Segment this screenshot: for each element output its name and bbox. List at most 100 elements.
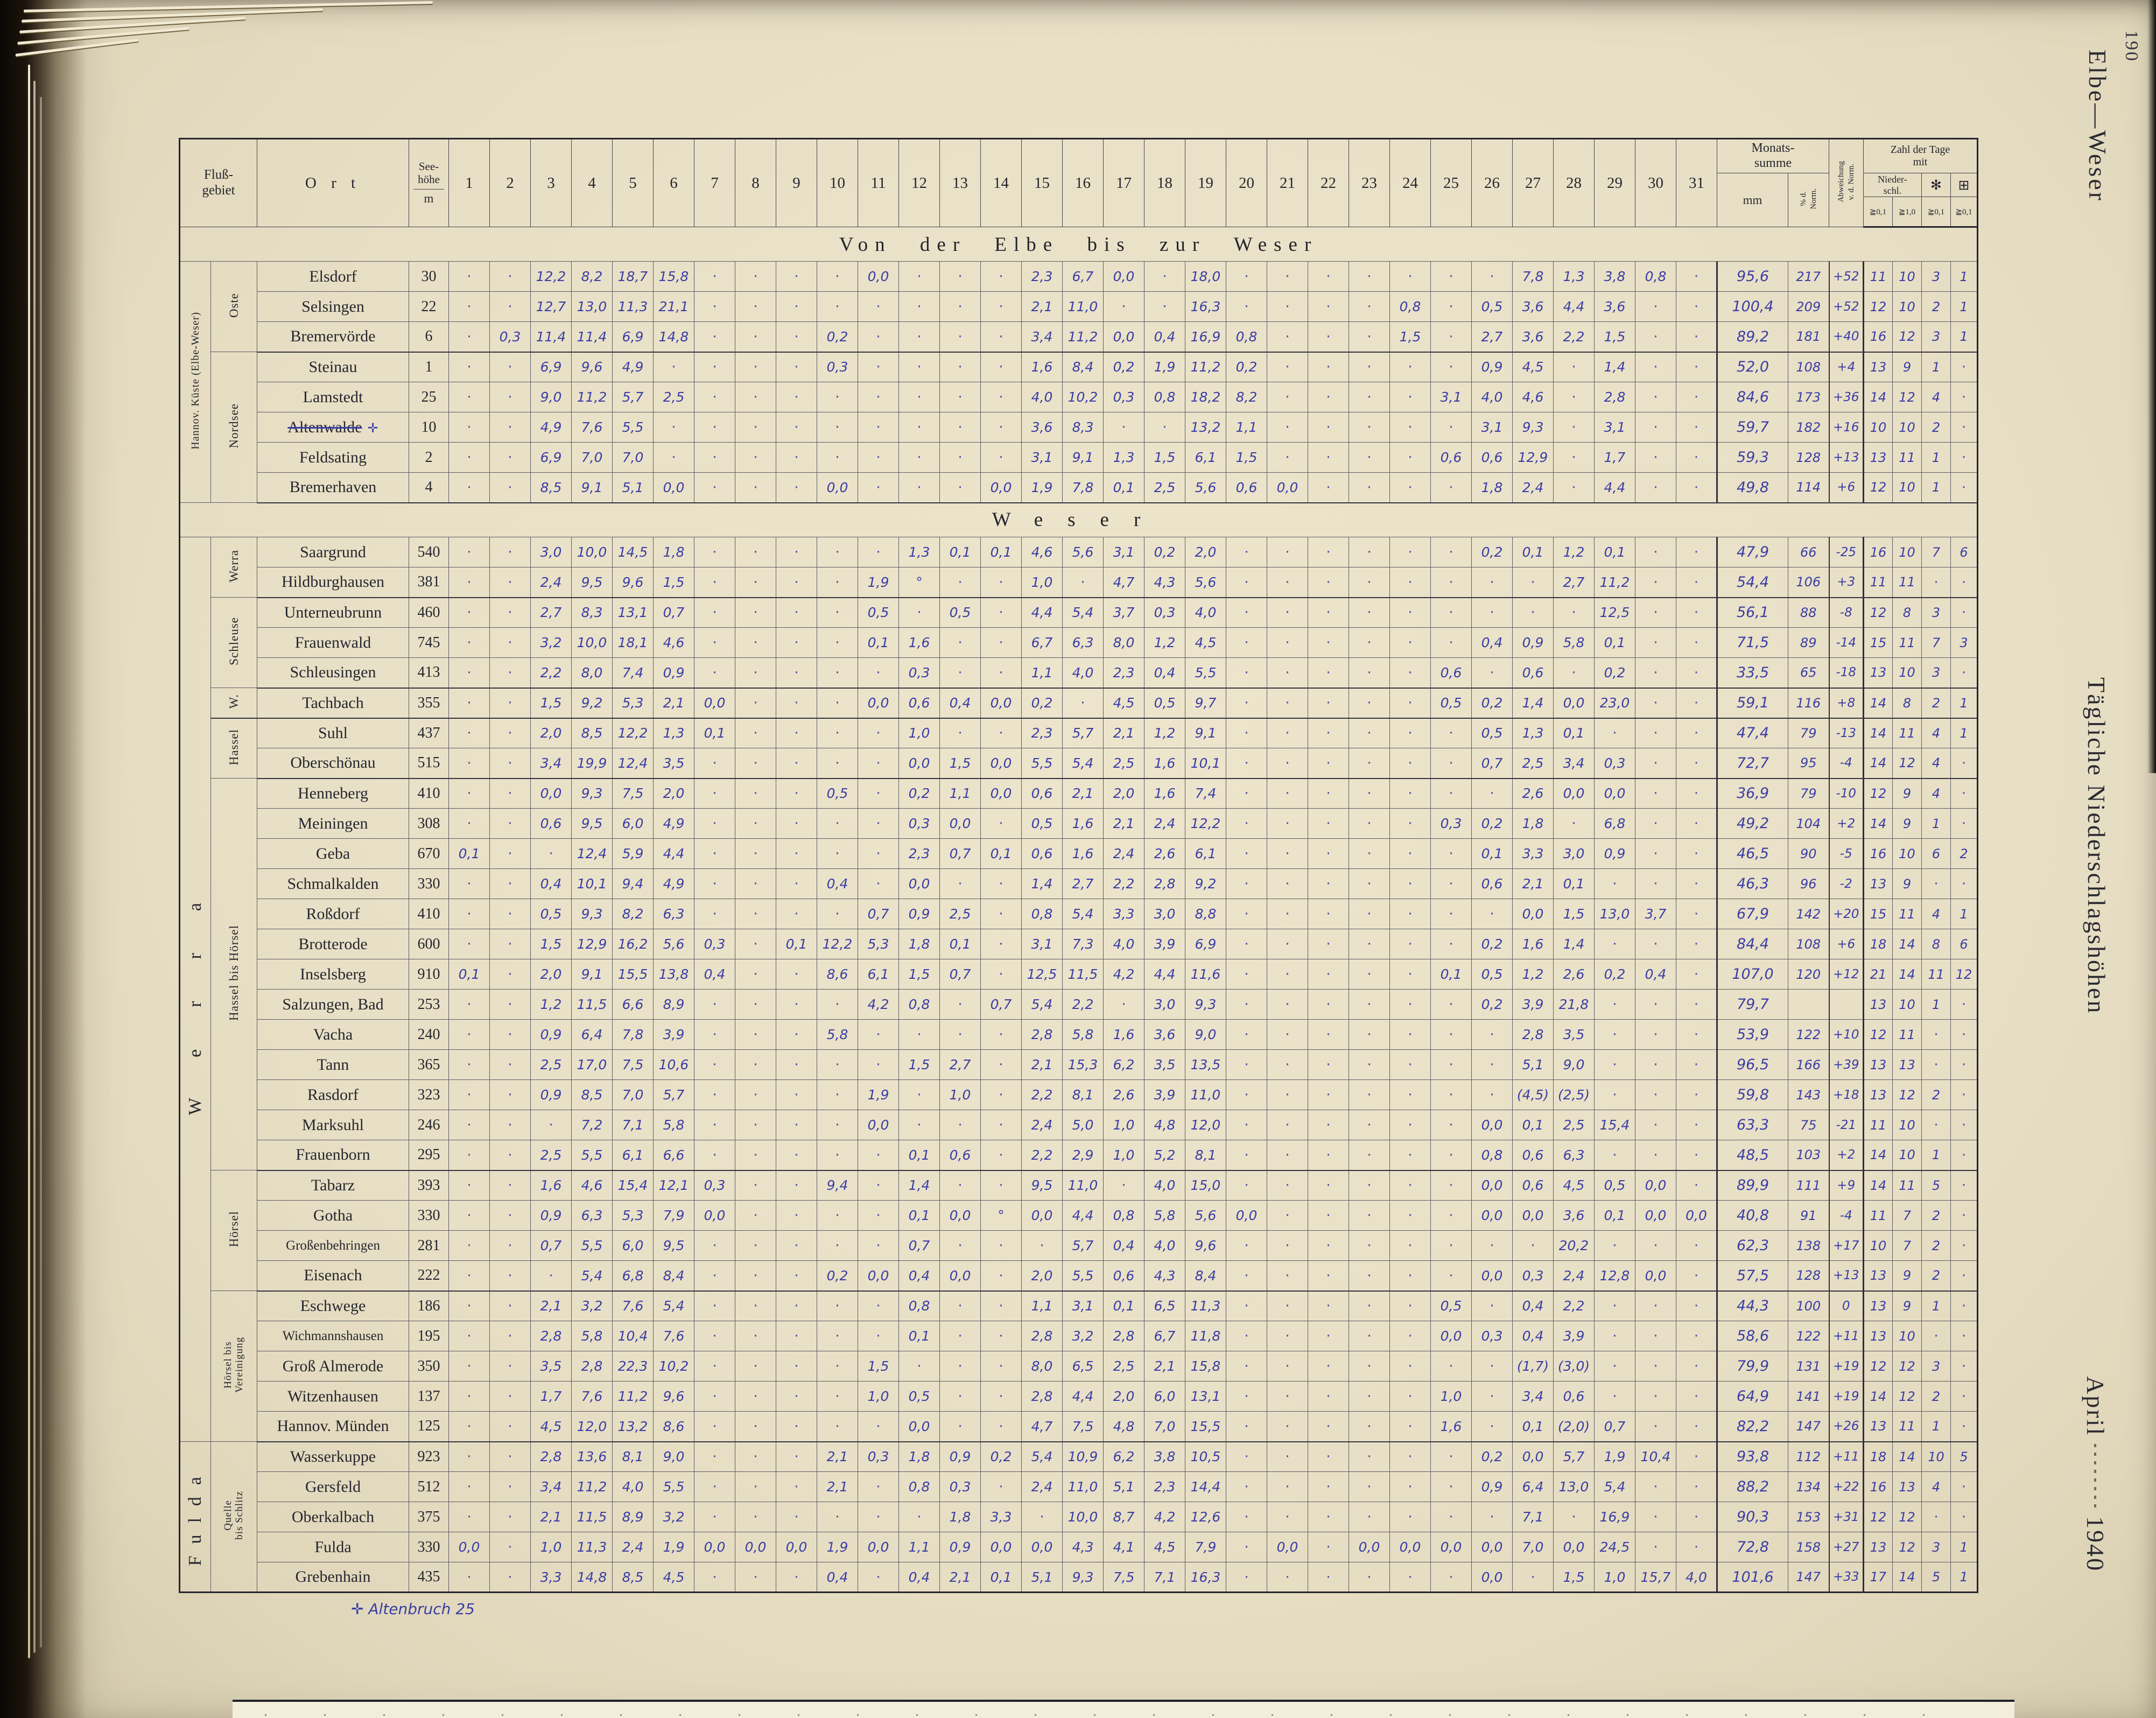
percent-of-norm: 106 [1788,567,1829,598]
day-value: 0,0 [1512,1441,1554,1472]
day-value: 0,6 [1512,1140,1554,1171]
day-value: · [1267,1441,1308,1472]
deviation-from-norm: +11 [1828,1321,1864,1351]
day-value: · [1471,1411,1513,1442]
day-value: · [694,778,735,809]
day-value: · [1308,1230,1349,1261]
day-value: · [1389,989,1431,1020]
day-value: · [489,1321,531,1351]
precip-day-count-2: 4 [1921,382,1951,412]
day-value: 2,1 [817,1441,858,1472]
day-value: 1,0 [1103,1140,1144,1171]
day-value: · [1635,627,1676,658]
station-name: Marksuhl [257,1110,409,1140]
day-value: · [1676,1351,1717,1382]
day-value: 1,7 [1594,442,1635,473]
percent-of-norm: 79 [1788,718,1829,748]
day-value: 2,0 [1103,778,1144,809]
day-value: 12,2 [817,929,858,959]
precip-day-count-1: 10 [1892,657,1922,689]
day-value: · [1267,1260,1308,1292]
day-value: 1,6 [1144,748,1185,779]
precip-day-count-0: 17 [1863,1562,1893,1593]
precip-day-count-3: · [1950,1079,1978,1110]
station-name: Elsdorf [257,261,409,292]
day-value: · [1308,1502,1349,1532]
day-value: · [980,1110,1022,1140]
day-value: 2,9 [1062,1140,1104,1171]
day-value: · [1308,291,1349,322]
day-value: 0,3 [858,1441,899,1472]
day-value: · [1267,1170,1308,1201]
precip-day-count-2: 3 [1921,657,1951,689]
precip-day-count-3: · [1950,1411,1978,1442]
day-value: · [1308,929,1349,959]
deviation-from-norm: -25 [1828,537,1864,567]
precip-day-count-3: 1 [1950,1532,1978,1562]
day-value: 5,8 [1553,627,1595,658]
day-value: 0,9 [939,1532,981,1562]
station-row: Marksuhl 246 · · · 7,2 7,1 5,8 · · · · 0,0 · · · 2,4 5,0 1… [180,1110,1978,1140]
page-edge [33,81,36,1653]
day-value: · [1308,412,1349,443]
day-value: · [1267,382,1308,412]
day-value: 3,5 [1553,1019,1595,1050]
day-value: 9,0 [530,382,572,412]
precip-day-count-1: 10 [1892,1140,1922,1171]
day-value: · [1389,1110,1431,1140]
day-value: 0,9 [939,1441,981,1472]
day-value: 0,0 [1267,472,1308,503]
precip-day-count-2: 1 [1921,989,1951,1020]
station-name: Schmalkalden [257,868,409,899]
day-value: 9,0 [1185,1019,1226,1050]
day-value: 0,0 [1471,1562,1513,1593]
day-value: · [939,261,981,292]
day-value: 9,1 [571,472,613,503]
day-value: · [776,1079,817,1110]
day-value: · [1553,412,1595,443]
day-value: 5,6 [1185,472,1226,503]
deviation-from-norm: +2 [1828,808,1864,839]
day-value: · [489,1140,531,1171]
day-value: · [448,442,490,473]
day-value: 9,3 [571,899,613,929]
day-value: 24,5 [1594,1532,1635,1562]
precip-day-count-1: 8 [1892,597,1922,628]
day-value: · [489,1411,531,1442]
day-value: · [1267,1140,1308,1171]
day-value: · [817,261,858,292]
day-value: · [489,1170,531,1201]
day-value: 0,3 [1430,808,1472,839]
precip-day-count-2: 7 [1921,627,1951,658]
header-seehoehe: See-höhe m [409,138,449,227]
day-value: 0,9 [1471,1471,1513,1502]
day-value: 4,5 [1103,688,1144,719]
precip-day-count-1: 12 [1892,1502,1922,1532]
precip-day-count-3: · [1950,1502,1978,1532]
percent-of-norm: 79 [1788,778,1829,809]
precip-day-count-1: 11 [1892,899,1922,929]
day-value: 0,1 [939,537,981,567]
right-edge-shadow [2147,0,2156,773]
day-value: · [1267,321,1308,353]
day-value: · [1635,1291,1676,1321]
day-value: · [694,1019,735,1050]
day-value: · [1144,291,1185,322]
day-value: · [1308,382,1349,412]
day-value: · [1349,899,1390,929]
day-value: 11,6 [1185,959,1226,990]
day-value: · [1471,1019,1513,1050]
day-value: · [1267,412,1308,443]
elevation: 410 [409,778,449,809]
day-value: · [776,291,817,322]
header-day-6: 6 [653,138,694,227]
station-row: Hörsel bis Vereinigung Eschwege 186 · · 2,1 3,… [180,1291,1978,1442]
day-value: 3,0 [1144,899,1185,929]
day-value: 0,4 [1512,1291,1554,1321]
day-value: 0,2 [1103,352,1144,382]
day-value: · [1553,442,1595,473]
day-value: · [1349,1230,1390,1261]
day-value: 0,2 [1144,537,1185,567]
day-value: 4,4 [1594,472,1635,503]
day-value: · [448,868,490,899]
